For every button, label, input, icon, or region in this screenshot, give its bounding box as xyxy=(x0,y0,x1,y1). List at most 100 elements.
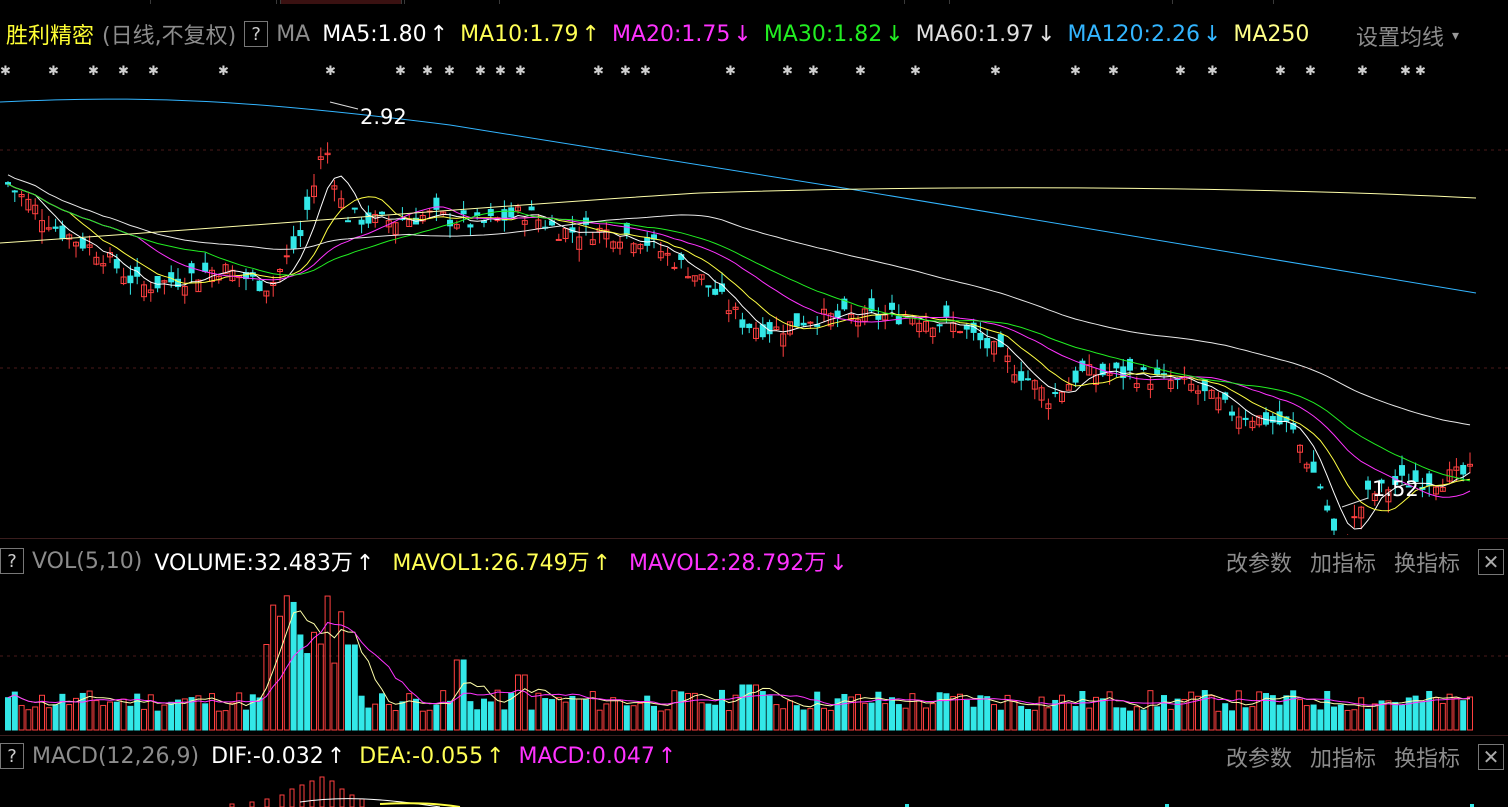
candle-up xyxy=(637,243,644,250)
volume-bar-up xyxy=(725,710,732,731)
volume-bar-down xyxy=(487,701,494,731)
switch-indicator-button[interactable]: 换指标 xyxy=(1393,552,1460,577)
add-indicator-button[interactable]: 加指标 xyxy=(1309,552,1376,577)
macd-title[interactable]: MACD(12,26,9) xyxy=(32,743,200,769)
volume-bar-up xyxy=(1038,696,1045,731)
candle-down xyxy=(1269,416,1276,423)
volume-bar-up xyxy=(45,707,52,731)
event-marker: ✱ xyxy=(1415,64,1426,79)
volume-bar-up xyxy=(195,695,202,731)
event-marker: ✱ xyxy=(88,64,99,79)
arrow-down-icon: ↓ xyxy=(1037,21,1056,47)
volume-bar-down xyxy=(936,692,943,731)
volume-bar-down xyxy=(977,695,984,731)
macd-bar xyxy=(349,794,355,807)
candle-down xyxy=(508,207,515,218)
ma-readout-list: MA5:1.80 ↑ MA10:1.79 ↑ MA20:1.75 ↓ MA30:1.82 ↓ M… xyxy=(322,22,1321,47)
tab[interactable] xyxy=(904,0,950,4)
arrow-up-icon: ↑ xyxy=(657,743,677,769)
ma-readout-text: MA250 xyxy=(1233,21,1310,47)
candle-down xyxy=(712,288,719,295)
volume-bar-down xyxy=(1140,709,1147,731)
volume-help-button[interactable]: ? xyxy=(0,548,24,574)
candle-down xyxy=(290,236,297,249)
low-price-label: 1.52 xyxy=(1372,477,1419,501)
volume-bar-up xyxy=(773,704,780,731)
volume-bar-up xyxy=(562,701,569,731)
modify-params-button[interactable]: 改参数 xyxy=(1225,747,1292,772)
tab[interactable] xyxy=(280,0,402,4)
volume-bar-up xyxy=(882,703,889,731)
volume-chart[interactable] xyxy=(0,578,1508,732)
volume-title[interactable]: VOL(5,10) xyxy=(32,548,143,574)
volume-bar-up xyxy=(515,674,521,731)
volume-bar-down xyxy=(712,704,719,731)
volume-bar-down xyxy=(134,693,141,731)
candle-up xyxy=(277,269,283,272)
macd-readout: DEA:-0.055 ↑ xyxy=(359,744,504,769)
volume-bar-down xyxy=(481,698,487,731)
add-indicator-button[interactable]: 加指标 xyxy=(1309,747,1376,772)
volume-bar-up xyxy=(1133,706,1140,731)
macd-readout-list: DIF:-0.032 ↑ DEA:-0.055 ↑ MACD:0.047 ↑ xyxy=(211,744,690,769)
volume-bar-up xyxy=(392,710,399,731)
volume-bar-down xyxy=(1460,700,1467,731)
ma-readout-text: MA30:1.82 xyxy=(763,21,883,47)
ma10-line xyxy=(7,183,1471,512)
event-marker: ✱ xyxy=(620,64,631,79)
candle-down xyxy=(59,225,66,239)
macd-readout-text: DIF:-0.032 xyxy=(211,743,324,769)
volume-bar-up xyxy=(270,604,277,731)
ma-settings-button[interactable]: 设置均线 ▾ xyxy=(1356,20,1460,52)
candle-up xyxy=(685,276,691,279)
volume-bar-up xyxy=(453,659,460,731)
help-button[interactable]: ? xyxy=(244,21,269,47)
ma-readout-text: MA60:1.97 xyxy=(915,21,1035,47)
macd-help-button[interactable]: ? xyxy=(0,743,24,769)
volume-bar-up xyxy=(18,704,25,731)
volume-bar-up xyxy=(929,703,936,731)
candle-down xyxy=(1399,465,1405,476)
volume-bar-up xyxy=(222,710,229,731)
volume-bar-down xyxy=(297,634,304,731)
ma30-line xyxy=(7,183,1471,482)
candle-up xyxy=(1303,463,1310,469)
volume-bar-up xyxy=(603,703,610,731)
volume-bar-down xyxy=(549,699,555,731)
volume-bar-up xyxy=(1167,708,1174,731)
volume-bar-down xyxy=(834,698,841,731)
event-marker: ✱ xyxy=(593,64,604,79)
candle-up xyxy=(195,279,202,293)
tab[interactable] xyxy=(150,0,277,4)
event-marker: ✱ xyxy=(444,64,455,79)
macd-bar xyxy=(309,780,315,807)
event-marker: ✱ xyxy=(422,64,433,79)
candle-down xyxy=(1079,360,1086,371)
macd-bar xyxy=(359,798,365,807)
tab[interactable] xyxy=(1172,0,1274,4)
ma-indicator-label[interactable]: MA xyxy=(276,21,311,47)
modify-params-button[interactable]: 改参数 xyxy=(1225,552,1292,577)
macd-bar xyxy=(339,788,345,807)
macd-bar xyxy=(299,784,305,807)
close-icon[interactable]: ✕ xyxy=(1478,744,1504,770)
volume-bar-down xyxy=(413,698,419,731)
price-chart[interactable]: ✱ ✱ ✱ ✱ ✱ ✱ ✱ ✱ ✱ ✱ ✱ ✱ ✱ ✱ ✱ ✱ ✱ ✱ ✱ ✱ ✱ ✱ ✱ ✱ ✱ ✱ ✱ ✱ ✱ ✱ ✱ 2.92 1.52 xyxy=(0,55,1508,535)
tab[interactable] xyxy=(404,0,500,4)
volume-bar-up xyxy=(1439,702,1446,731)
volume-bar-up xyxy=(698,702,705,731)
close-icon[interactable]: ✕ xyxy=(1478,549,1504,575)
event-marker: ✱ xyxy=(395,64,406,79)
volume-bar-down xyxy=(188,697,195,731)
candle-down xyxy=(1290,423,1297,430)
candle-up xyxy=(419,215,426,222)
volume-bar-up xyxy=(991,704,997,731)
event-marker: ✱ xyxy=(148,64,159,79)
event-marker: ✱ xyxy=(808,64,819,79)
volume-bar-up xyxy=(521,674,528,731)
volume-bar-up xyxy=(372,703,379,731)
switch-indicator-button[interactable]: 换指标 xyxy=(1393,747,1460,772)
candle-up xyxy=(671,266,678,269)
volume-bar-down xyxy=(202,703,209,731)
macd-chart[interactable] xyxy=(0,774,1508,807)
